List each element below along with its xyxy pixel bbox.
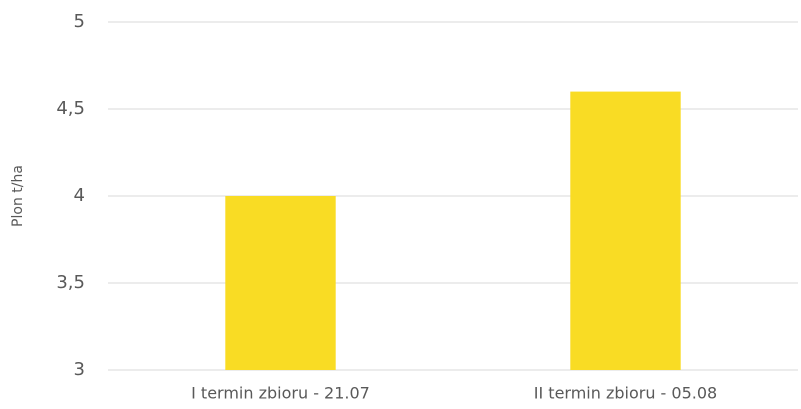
y-tick-label: 5	[74, 11, 85, 32]
y-tick-label: 3,5	[56, 272, 85, 293]
y-tick-label: 4,5	[56, 98, 85, 119]
y-axis-title: Plon t/ha	[10, 165, 26, 227]
bar	[225, 196, 336, 370]
x-tick-label: II termin zbioru - 05.08	[534, 384, 717, 403]
bar	[570, 91, 681, 370]
x-tick-label: I termin zbioru - 21.07	[191, 384, 370, 403]
y-tick-label: 3	[74, 359, 85, 380]
y-tick-label: 4	[74, 185, 85, 206]
